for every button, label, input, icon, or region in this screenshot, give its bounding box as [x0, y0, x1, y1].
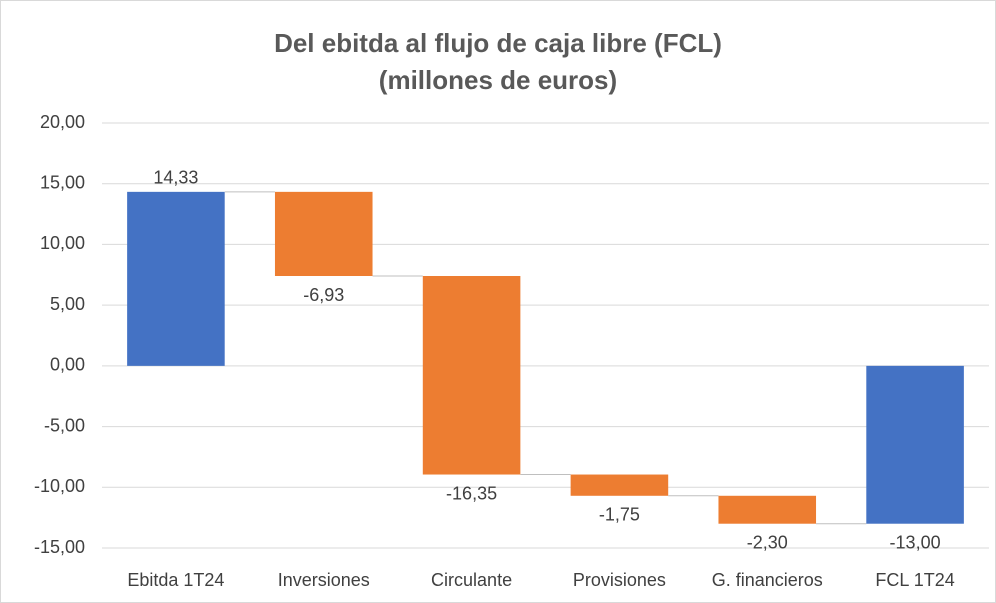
chart-subtitle: (millones de euros) [379, 65, 617, 95]
data-label: -6,93 [303, 285, 344, 305]
x-tick-label: Ebitda 1T24 [127, 570, 224, 590]
data-label: -13,00 [890, 532, 941, 552]
y-tick-label: -10,00 [34, 476, 85, 496]
y-tick-label: 15,00 [40, 172, 85, 192]
data-label: -1,75 [599, 505, 640, 525]
y-tick-label: -5,00 [44, 415, 85, 435]
x-tick-label: Inversiones [278, 570, 370, 590]
y-tick-label: 20,00 [40, 112, 85, 132]
bar [274, 191, 373, 276]
bar [718, 495, 817, 524]
bar [422, 276, 521, 475]
x-tick-label: Provisiones [573, 570, 666, 590]
y-tick-label: 10,00 [40, 233, 85, 253]
data-label: 14,33 [153, 168, 198, 188]
x-tick-label: FCL 1T24 [875, 570, 954, 590]
x-tick-label: G. financieros [712, 570, 823, 590]
bar [127, 191, 225, 366]
x-tick-label: Circulante [431, 570, 512, 590]
y-tick-label: -15,00 [34, 537, 85, 557]
bar [570, 474, 669, 496]
y-tick-label: 5,00 [50, 294, 85, 314]
data-label: -2,30 [747, 532, 788, 552]
data-label: -16,35 [446, 483, 497, 503]
y-tick-label: 0,00 [50, 355, 85, 375]
chart-title: Del ebitda al flujo de caja libre (FCL) [274, 28, 722, 58]
bar [866, 365, 964, 524]
